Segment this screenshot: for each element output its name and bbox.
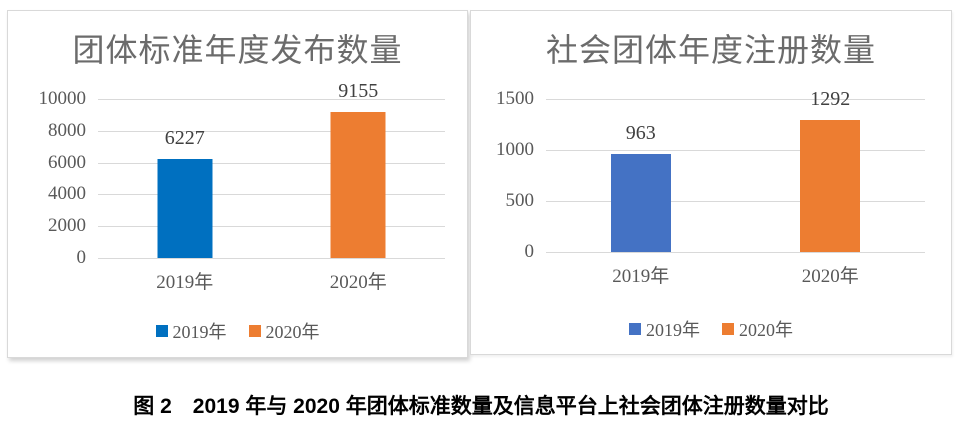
y-tick-label: 0 (76, 247, 87, 268)
x-category-label: 2019年 (156, 272, 214, 293)
legend-swatch (722, 323, 734, 335)
gridline (98, 130, 445, 132)
chart-panel-social-organizations: 社会团体年度注册数量 0 500 1000 1500 963 2019年 1292 2020年… (470, 10, 952, 355)
legend-swatch (248, 325, 261, 337)
legend-label: 2020年 (739, 320, 793, 340)
y-tick-label: 8000 (48, 119, 86, 141)
bar-value-label: 963 (625, 121, 656, 144)
bar-2019年 (157, 159, 213, 258)
gridline (546, 201, 925, 202)
chart-legend: 2019年 2020年 (8, 318, 467, 344)
y-tick-label: 1500 (496, 88, 534, 109)
gridline (98, 194, 445, 196)
gridline (98, 258, 445, 259)
y-tick-label: 6000 (48, 151, 86, 173)
x-category-label: 2020年 (801, 266, 859, 287)
gridline (546, 252, 925, 253)
figure-caption: 图 2 2019 年与 2020 年团体标准数量及信息平台上社会团体注册数量对比 (133, 395, 829, 418)
y-tick-label: 4000 (48, 183, 86, 205)
chart-legend: 2019年 2020年 (471, 316, 951, 342)
bar-2019年 (610, 153, 671, 252)
bar-value-label: 6227 (164, 127, 205, 149)
gridline (98, 99, 445, 100)
bar-2020年 (330, 112, 386, 258)
chart-panel-group-standards: 团体标准年度发布数量 0 2000 4000 6000 8000 10000 6227 201… (7, 10, 468, 358)
gridline (546, 99, 925, 100)
bar-2020年 (800, 120, 861, 252)
legend-item: 2020年 (722, 316, 793, 342)
x-category-label: 2020年 (329, 272, 387, 293)
legend-swatch (155, 325, 168, 337)
y-tick-label: 1000 (496, 138, 534, 160)
plot-area: 0 2000 4000 6000 8000 10000 6227 2019年 9155 2020年 (39, 80, 445, 293)
y-tick-label: 2000 (48, 215, 86, 237)
legend-swatch (629, 323, 641, 335)
y-tick-label: 10000 (38, 88, 87, 109)
gridline (98, 226, 445, 228)
plot-area: 0 500 1000 1500 963 2019年 1292 2020年 (496, 88, 925, 287)
chart-title: 社会团体年度注册数量 (545, 32, 876, 68)
legend-label: 2019年 (646, 320, 700, 340)
x-category-label: 2019年 (612, 266, 670, 287)
y-tick-label: 500 (505, 189, 535, 211)
legend-item: 2019年 (155, 318, 227, 344)
gridline (98, 162, 445, 164)
gridline (546, 150, 925, 151)
legend-label: 2019年 (172, 322, 227, 342)
bar-value-label: 1292 (810, 88, 851, 111)
legend-label: 2020年 (265, 322, 320, 342)
y-tick-label: 0 (524, 241, 535, 262)
bar-value-label: 9155 (338, 80, 379, 103)
chart-title: 团体标准年度发布数量 (72, 32, 403, 68)
legend-item: 2019年 (629, 316, 700, 342)
legend-item: 2020年 (248, 318, 320, 344)
